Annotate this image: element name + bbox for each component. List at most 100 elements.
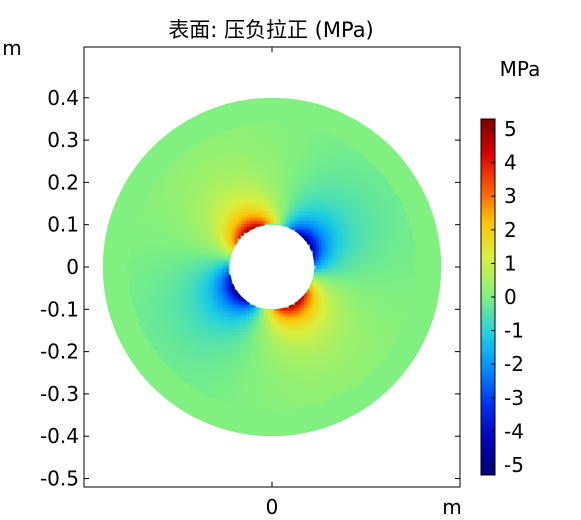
field-cell [225, 160, 230, 165]
field-cell [360, 283, 365, 288]
field-cell [345, 274, 350, 279]
field-cell [204, 187, 209, 192]
field-cell [369, 208, 374, 213]
field-cell [210, 232, 215, 237]
field-cell [201, 199, 206, 204]
field-cell [192, 328, 197, 333]
field-cell [261, 130, 266, 135]
field-cell [171, 295, 176, 300]
field-cell [339, 160, 344, 165]
field-cell [342, 271, 347, 276]
field-cell [339, 244, 344, 249]
field-cell [375, 259, 380, 264]
field-cell [369, 229, 374, 234]
field-cell [333, 211, 338, 216]
field-cell [264, 322, 269, 327]
field-cell [192, 325, 197, 330]
field-cell [384, 310, 389, 315]
field-cell [276, 223, 281, 228]
field-cell [267, 163, 272, 168]
field-cell [390, 244, 395, 249]
field-cell [267, 196, 272, 201]
field-cell [264, 208, 269, 213]
field-cell [237, 307, 242, 312]
field-cell [333, 307, 338, 312]
field-cell [372, 184, 377, 189]
field-cell [318, 223, 323, 228]
field-cell [147, 325, 152, 330]
field-cell [195, 175, 200, 180]
field-cell [225, 268, 230, 273]
field-cell [387, 295, 392, 300]
field-cell [165, 181, 170, 186]
field-cell [153, 232, 158, 237]
field-cell [387, 298, 392, 303]
field-cell [333, 148, 338, 153]
field-cell [210, 211, 215, 216]
field-cell [291, 193, 296, 198]
field-cell [324, 163, 329, 168]
field-cell [246, 190, 251, 195]
field-cell [255, 199, 260, 204]
field-cell [126, 259, 131, 264]
field-cell [390, 214, 395, 219]
field-cell [321, 163, 326, 168]
field-cell [306, 313, 311, 318]
field-cell [234, 184, 239, 189]
field-cell [210, 310, 215, 315]
field-cell [318, 133, 323, 138]
field-cell [342, 286, 347, 291]
field-cell [210, 172, 215, 177]
field-cell [177, 223, 182, 228]
field-cell [225, 139, 230, 144]
field-cell [339, 316, 344, 321]
field-cell [369, 250, 374, 255]
field-cell [222, 307, 227, 312]
field-cell [339, 184, 344, 189]
field-cell [222, 244, 227, 249]
field-cell [393, 265, 398, 270]
field-cell [213, 232, 218, 237]
field-cell [192, 256, 197, 261]
field-cell [279, 199, 284, 204]
field-cell [282, 133, 287, 138]
field-cell [396, 283, 401, 288]
field-cell [294, 232, 299, 237]
field-cell [324, 304, 329, 309]
field-cell [330, 232, 335, 237]
field-cell [294, 187, 299, 192]
field-cell [234, 142, 239, 147]
field-cell [210, 208, 215, 213]
field-cell [258, 211, 263, 216]
field-cell [171, 286, 176, 291]
field-cell [315, 196, 320, 201]
field-cell [369, 217, 374, 222]
field-cell [357, 199, 362, 204]
field-cell [231, 175, 236, 180]
field-cell [402, 313, 407, 318]
field-cell [195, 193, 200, 198]
field-cell [171, 277, 176, 282]
field-cell [348, 154, 353, 159]
field-cell [213, 208, 218, 213]
field-cell [198, 196, 203, 201]
field-cell [384, 211, 389, 216]
field-cell [156, 184, 161, 189]
field-cell [183, 325, 188, 330]
field-cell [366, 289, 371, 294]
field-cell [237, 232, 242, 237]
field-cell [297, 175, 302, 180]
field-cell [264, 325, 269, 330]
field-cell [369, 322, 374, 327]
field-cell [378, 229, 383, 234]
field-cell [381, 217, 386, 222]
field-cell [225, 232, 230, 237]
field-cell [405, 268, 410, 273]
field-cell [195, 265, 200, 270]
field-cell [168, 202, 173, 207]
field-cell [351, 307, 356, 312]
field-cell [132, 241, 137, 246]
field-cell [309, 202, 314, 207]
field-cell [201, 286, 206, 291]
field-cell [330, 160, 335, 165]
